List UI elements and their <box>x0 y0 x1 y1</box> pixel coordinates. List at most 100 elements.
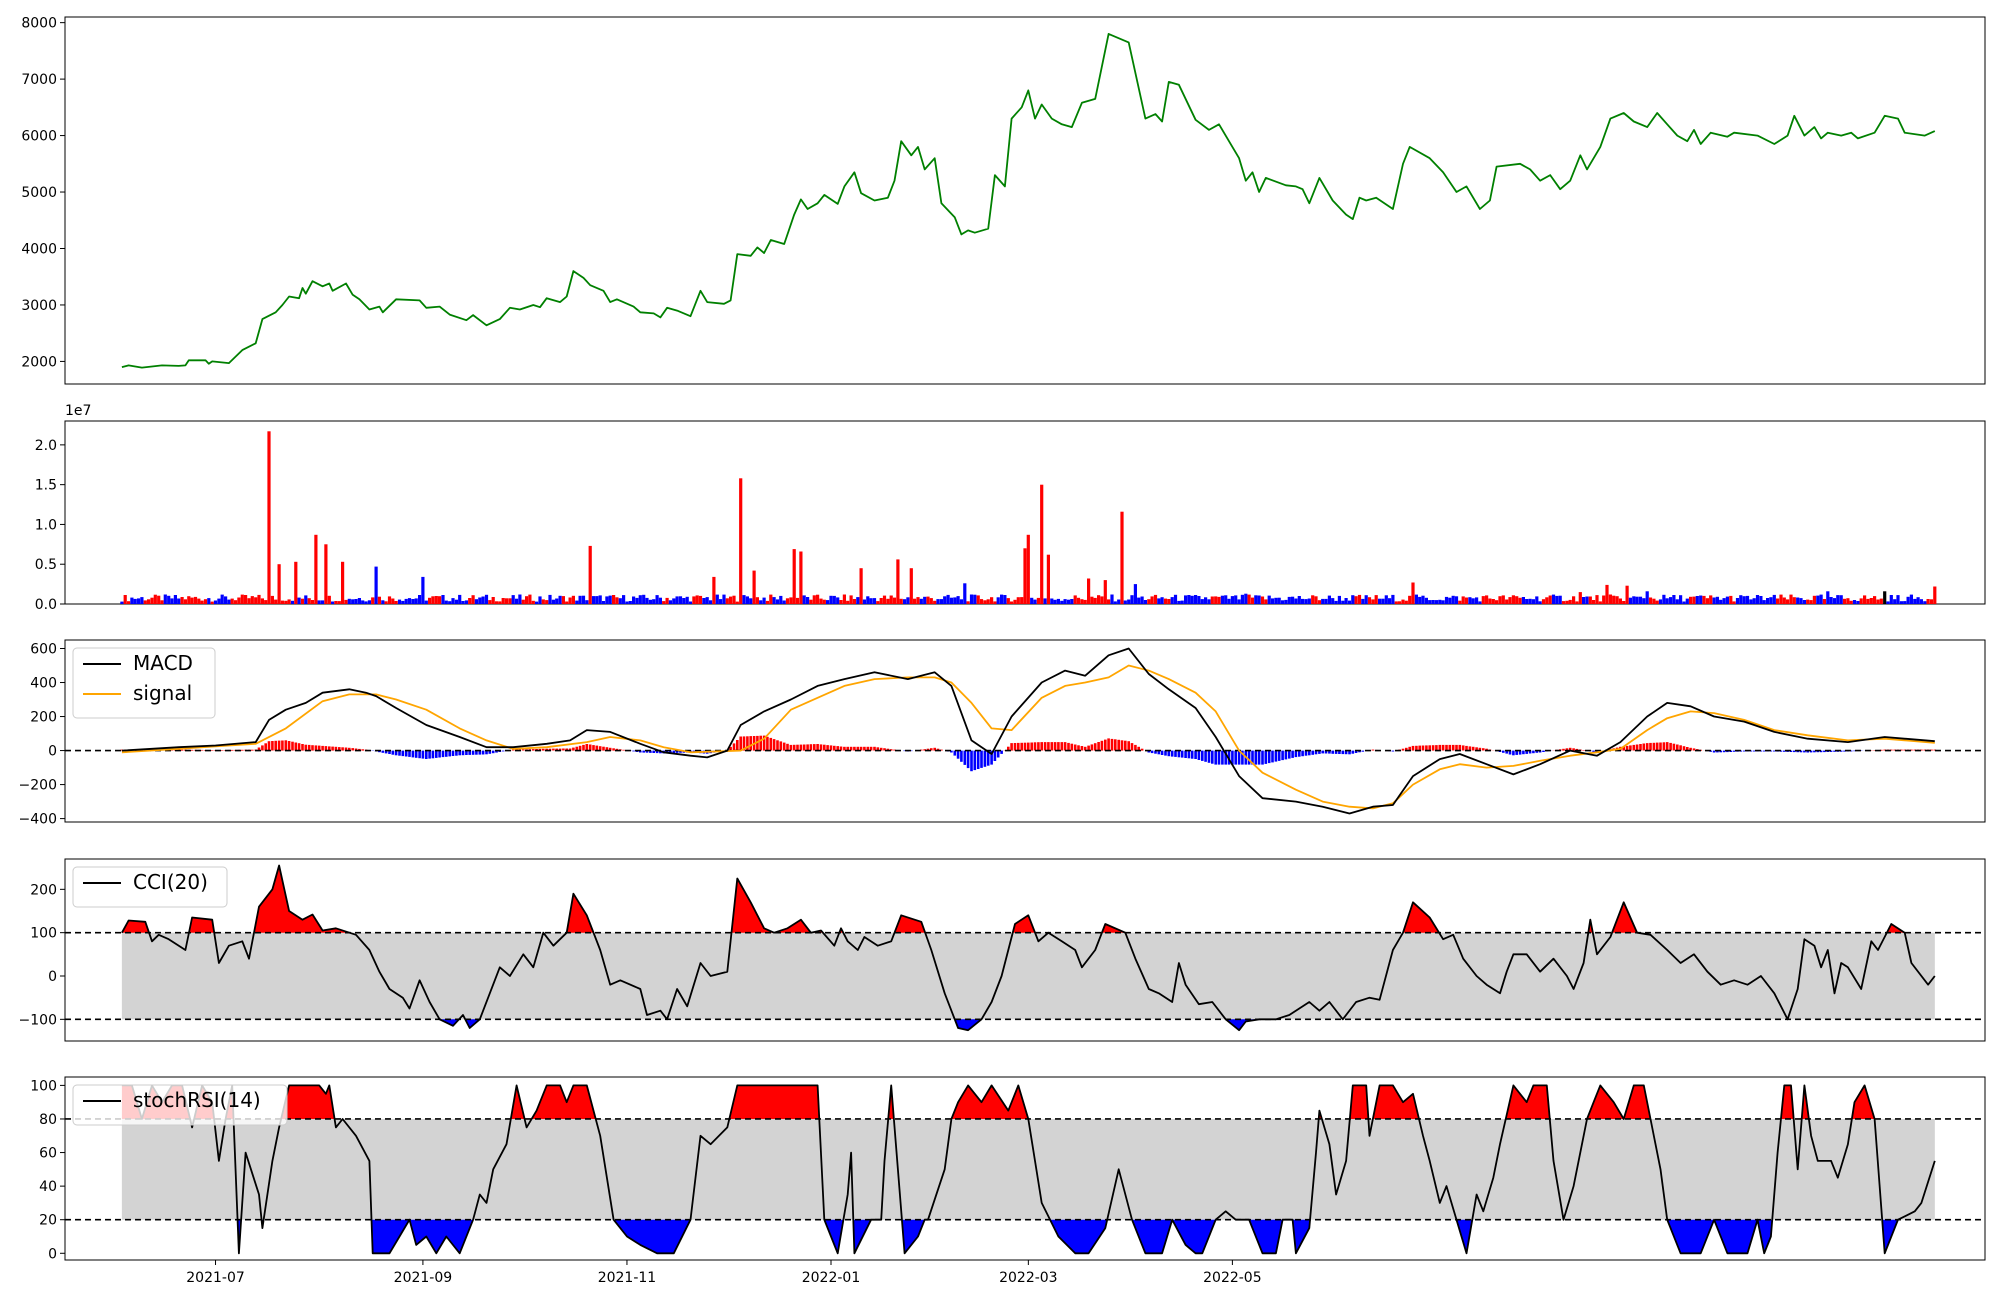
volume-bar <box>1277 597 1281 604</box>
volume-bar <box>933 600 937 604</box>
volume-bar <box>752 570 756 604</box>
volume-bar <box>1608 594 1612 604</box>
macd-histogram-bar <box>1719 750 1722 753</box>
volume-bar <box>1367 597 1372 604</box>
macd-histogram-bar <box>555 748 558 751</box>
macd-histogram-bar <box>873 746 876 751</box>
macd-histogram-bar <box>1438 744 1442 751</box>
macd-axis-ytick-label: 200 <box>30 710 57 726</box>
volume-bar <box>1876 599 1880 604</box>
volume-bar <box>491 597 495 604</box>
volume-bar <box>1043 598 1047 604</box>
macd-histogram-bar <box>341 747 344 751</box>
volume-bar <box>642 594 646 604</box>
volume-bar <box>622 595 626 604</box>
volume-bar <box>180 597 184 604</box>
stochrsi-axis-ytick-label: 40 <box>39 1179 57 1195</box>
volume-bar <box>638 595 642 604</box>
macd-histogram-bar <box>1211 750 1214 764</box>
volume-bar <box>645 597 649 604</box>
macd-histogram-bar <box>1321 750 1324 754</box>
macd-histogram-bar <box>963 750 967 765</box>
macd-histogram-bar <box>1180 750 1184 758</box>
x-tick-label: 2021-07 <box>186 1270 245 1286</box>
macd-histogram-bar <box>1562 748 1565 751</box>
volume-bar <box>290 600 295 604</box>
volume-bar <box>705 597 709 604</box>
volume-bar <box>943 596 947 604</box>
volume-bar <box>1244 593 1248 604</box>
volume-bar <box>675 596 679 604</box>
volume-bar <box>1284 599 1288 604</box>
volume-bar <box>1682 601 1686 604</box>
volume-bar <box>481 596 485 604</box>
x-tick-label: 2021-11 <box>598 1270 657 1286</box>
volume-bar <box>431 596 435 604</box>
volume-bar <box>990 597 994 604</box>
macd-histogram-bar <box>271 741 274 751</box>
macd-axis-ytick-label: −200 <box>19 778 57 794</box>
volume-bar <box>1157 598 1161 604</box>
volume-bar <box>1461 596 1465 604</box>
volume-bar <box>397 599 402 604</box>
volume-bar <box>1635 596 1639 604</box>
volume-bar <box>260 598 264 604</box>
volume-bar <box>407 598 412 604</box>
volume-bar <box>1190 595 1194 604</box>
macd-histogram-bar <box>1411 745 1415 751</box>
volume-bar <box>1555 595 1559 604</box>
macd-histogram-bar <box>1281 750 1284 761</box>
volume-bar <box>1873 596 1877 604</box>
volume-bar <box>1184 595 1188 604</box>
volume-bar <box>1511 595 1515 604</box>
macd-histogram-bar <box>1000 750 1003 754</box>
macd-histogram-bar <box>756 735 759 751</box>
volume-bar <box>230 598 234 604</box>
volume-bar <box>1163 598 1168 604</box>
cci-axis-ytick-label: 100 <box>30 926 57 942</box>
macd-histogram-bar <box>1485 748 1488 751</box>
volume-bar <box>906 597 910 604</box>
volume-bar <box>1923 601 1927 604</box>
macd-histogram-bar <box>1803 750 1806 753</box>
volume-bar <box>234 600 238 604</box>
volume-bar <box>1739 595 1743 604</box>
volume-bar <box>1759 596 1763 604</box>
macd-histogram-bar <box>538 748 542 751</box>
volume-bar <box>1485 595 1489 604</box>
volume-bar <box>1722 598 1726 604</box>
volume-bar <box>347 598 351 604</box>
volume-bar <box>1076 597 1081 604</box>
volume-bar <box>1689 596 1693 604</box>
macd-histogram-bar <box>933 747 936 751</box>
volume-bar <box>1264 599 1268 604</box>
volume-bar <box>1826 591 1830 604</box>
volume-bar <box>1725 596 1729 604</box>
macd-histogram-bar <box>1090 744 1094 751</box>
volume-bar <box>404 598 408 604</box>
macd-histogram-bar <box>1692 748 1696 751</box>
volume-bar <box>1364 595 1368 604</box>
volume-bar <box>1254 595 1258 604</box>
volume-bar <box>632 596 636 604</box>
macd-histogram-bar <box>1057 742 1060 751</box>
volume-bar <box>896 559 900 604</box>
volume-bar <box>1638 596 1643 604</box>
macd-histogram-bar <box>1007 746 1010 751</box>
volume-bar <box>1615 596 1619 604</box>
volume-bar <box>1388 598 1392 604</box>
macd-axis-ytick-label: 0 <box>48 744 57 760</box>
macd-histogram-bar <box>1528 750 1532 754</box>
macd-histogram-bar <box>274 740 277 751</box>
macd-histogram-bar <box>1783 750 1786 752</box>
volume-bar <box>1528 598 1532 604</box>
volume-bar <box>1766 598 1770 604</box>
volume-bar <box>1541 599 1546 604</box>
macd-histogram-bar <box>428 750 431 759</box>
macd-histogram-bar <box>1762 750 1766 752</box>
macd-histogram-bar <box>649 750 652 753</box>
macd-histogram-bar <box>552 748 555 751</box>
macd-histogram-bar <box>314 745 318 751</box>
macd-histogram-bar <box>1900 749 1903 751</box>
volume-bar <box>695 595 699 604</box>
